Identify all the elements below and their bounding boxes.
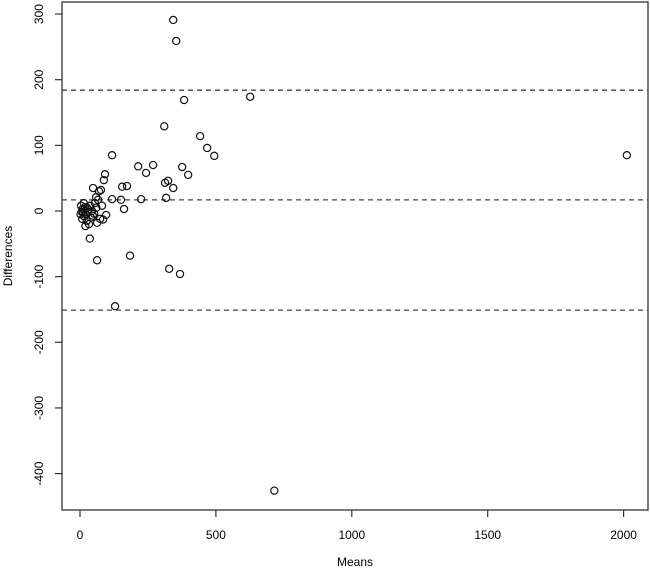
data-point: [117, 182, 127, 191]
x-tick-label: 500: [206, 528, 226, 542]
data-point: [88, 211, 97, 220]
data-point: [270, 486, 279, 495]
y-tick-label: -100: [32, 264, 46, 288]
y-tick-label: -300: [32, 396, 46, 420]
data-point: [161, 193, 171, 203]
data-point: [107, 150, 117, 160]
y-axis-title: Differences: [1, 226, 15, 286]
data-point: [163, 176, 173, 186]
data-point: [125, 251, 135, 260]
x-tick-label: 1500: [474, 528, 501, 542]
data-point: [169, 183, 178, 193]
data-point: [96, 185, 106, 195]
y-tick-label: 300: [32, 4, 46, 24]
data-point: [172, 36, 181, 46]
data-point: [136, 194, 146, 204]
data-point: [90, 198, 100, 208]
x-axis-title: Means: [337, 555, 373, 569]
data-point: [79, 198, 89, 208]
data-point: [76, 201, 86, 210]
data-point: [183, 170, 193, 180]
x-tick-label: 2000: [610, 528, 637, 542]
data-point: [148, 160, 158, 170]
y-tick-label: 200: [32, 69, 46, 89]
data-point: [195, 131, 205, 141]
data-point: [116, 195, 126, 205]
data-point: [85, 234, 94, 243]
data-point: [203, 143, 212, 153]
data-point: [91, 193, 101, 202]
data-point: [210, 151, 219, 161]
data-points: [76, 15, 632, 495]
y-tick-label: 0: [32, 207, 46, 214]
data-point: [141, 168, 151, 178]
y-tick-label: -400: [32, 461, 46, 485]
x-axis: 0 500 1000 1500 2000: [77, 510, 637, 542]
data-point: [97, 201, 107, 210]
data-point: [169, 15, 178, 25]
x-tick-label: 0: [77, 528, 84, 542]
data-point: [179, 95, 189, 105]
y-axis: -400 -300 -200 -100 0 100 200 300: [32, 4, 62, 486]
y-tick-label: 100: [32, 135, 46, 155]
data-point: [133, 162, 143, 171]
data-point: [81, 221, 90, 231]
data-point: [160, 122, 169, 131]
plot-frame: [61, 1, 649, 511]
data-point: [110, 301, 120, 311]
data-point: [100, 170, 110, 179]
data-point: [99, 175, 109, 185]
data-point: [92, 203, 101, 212]
reference-lines: [62, 89, 648, 311]
data-point: [92, 256, 102, 265]
data-point: [622, 150, 632, 160]
data-point: [177, 162, 187, 172]
data-point: [98, 215, 108, 224]
data-point: [77, 214, 87, 224]
data-point: [164, 264, 174, 273]
data-point: [107, 194, 117, 204]
data-point: [119, 204, 129, 214]
data-point: [122, 181, 132, 191]
x-tick-label: 1000: [338, 528, 365, 542]
data-point: [245, 92, 255, 101]
y-tick-label: -200: [32, 330, 46, 354]
data-point: [175, 269, 185, 279]
